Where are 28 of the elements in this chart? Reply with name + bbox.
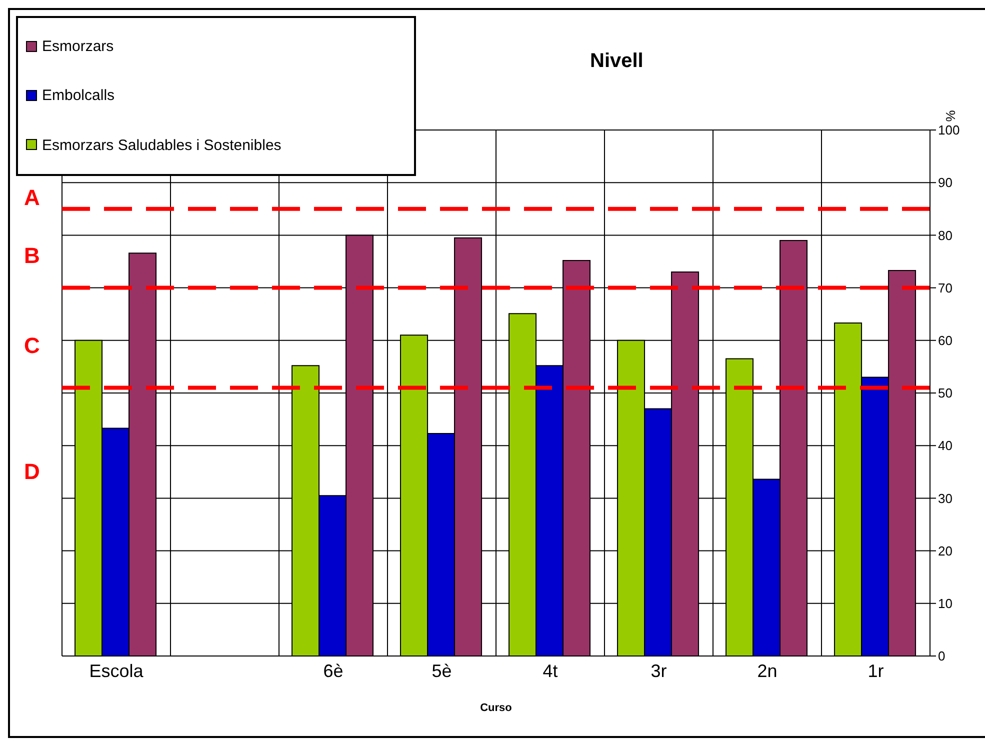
y-tick-label: 10 [938,596,952,612]
text: C [24,332,40,358]
legend-label: Embolcalls [42,87,115,104]
y-tick-label: 40 [938,438,952,454]
text: B [24,243,40,268]
y-axis-title: % [943,110,958,122]
y-tick-label: 0 [938,648,946,664]
y-tick-label: 90 [938,175,952,190]
y-tick-label: 50 [938,386,952,401]
text: D [24,458,40,484]
chart-title: Nivell [590,50,644,73]
x-tick-label: 6è [323,660,344,681]
x-tick-label: 1r [868,660,884,681]
y-tick-label: 60 [938,333,952,348]
x-tick-label: 4t [542,660,558,681]
x-axis-title: Curso [480,702,512,714]
text: A [24,185,40,210]
x-tick-label: 2n [757,660,778,681]
y-tick-label: 70 [938,280,952,296]
y-tick-label: 30 [938,490,952,506]
legend-label: Esmorzars Saludables i Sostenibles [42,136,282,154]
x-tick-label: 3r [650,660,667,681]
legend-label: Esmorzars [42,38,114,56]
y-tick-label: 80 [938,228,952,243]
x-tick-label: Escola [89,660,144,681]
y-tick-label: 100 [938,122,960,138]
y-tick-label: 20 [938,543,952,558]
x-tick-label: 5è [432,660,452,681]
